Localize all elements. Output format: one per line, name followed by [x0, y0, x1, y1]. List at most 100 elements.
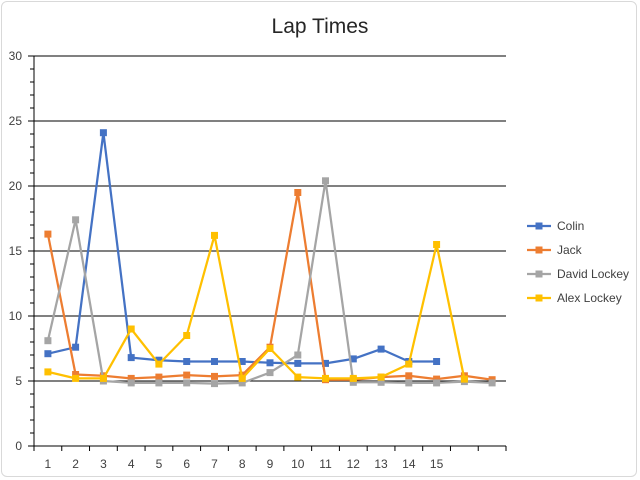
data-point [211, 380, 218, 388]
legend-marker [535, 246, 543, 254]
chart-title: Lap Times [272, 15, 369, 38]
legend-marker [535, 294, 543, 302]
data-point [322, 359, 329, 367]
x-tick-label: 1 [45, 457, 52, 471]
data-point [127, 325, 135, 333]
data-point [155, 379, 163, 387]
data-point [294, 373, 302, 381]
y-tick-label: 5 [15, 374, 22, 388]
data-point [238, 358, 246, 365]
data-point [294, 351, 302, 359]
data-point [405, 360, 413, 368]
gridlines [34, 55, 506, 382]
data-point [72, 374, 80, 382]
legend-label: David Lockey [557, 267, 629, 281]
x-tick-label: 15 [430, 457, 444, 471]
data-point [211, 358, 218, 365]
x-tick-label: 6 [183, 457, 190, 471]
data-point [183, 371, 191, 379]
data-point [211, 231, 218, 239]
legend-marker [535, 270, 543, 278]
legend-item: Alex Lockey [527, 291, 622, 305]
series-line [47, 131, 437, 365]
data-point [322, 177, 329, 185]
data-point [488, 379, 496, 387]
data-point [155, 356, 163, 364]
legend-item: Colin [527, 219, 584, 233]
legend-label: Jack [557, 243, 583, 257]
data-point [127, 379, 135, 387]
x-axis: 1 2 3 4 5 6 7 8 9 10 11 12 13 14 15 [33, 445, 507, 471]
data-point [266, 369, 274, 377]
data-point [377, 345, 385, 353]
legend-label: Colin [557, 219, 584, 233]
x-tick-label: 8 [239, 457, 246, 471]
y-tick-label: 10 [9, 309, 23, 323]
data-point [72, 371, 80, 378]
data-point [294, 189, 302, 196]
x-tick-label: 10 [291, 457, 305, 471]
x-tick-label: 3 [100, 457, 107, 471]
data-point [183, 379, 191, 387]
data-point [266, 359, 274, 367]
data-point [377, 373, 385, 381]
series-david-lockey [44, 177, 496, 388]
data-point [349, 374, 357, 382]
data-point [44, 337, 52, 345]
x-tick-label: 9 [267, 457, 274, 471]
x-tick-label: 13 [374, 457, 388, 471]
legend-item: Jack [527, 243, 583, 257]
data-point [155, 373, 163, 381]
data-point [183, 358, 191, 365]
y-tick-label: 30 [9, 49, 23, 63]
series-alex-lockey [44, 231, 468, 383]
data-point [238, 374, 246, 382]
series-colin [44, 129, 441, 367]
data-point [460, 375, 468, 383]
data-point [99, 129, 107, 137]
series-line [46, 179, 493, 385]
data-point [322, 374, 329, 382]
data-point [211, 372, 218, 380]
y-tick-label: 25 [9, 114, 23, 128]
data-point [127, 374, 135, 382]
data-point [72, 343, 80, 351]
data-point [405, 372, 413, 380]
data-point [433, 375, 441, 383]
data-point [433, 241, 441, 248]
x-tick-label: 12 [347, 457, 361, 471]
x-tick-label: 11 [319, 457, 332, 471]
data-point [44, 230, 52, 238]
data-point [433, 379, 441, 387]
data-point [433, 358, 441, 365]
data-point [238, 379, 246, 387]
legend: Colin Jack David Lockey Alex Lockey [527, 219, 629, 305]
legend-marker [535, 222, 543, 230]
legend-item: David Lockey [527, 267, 629, 281]
y-tick-label: 0 [15, 439, 22, 453]
y-axis: 0 5 10 15 20 25 30 [9, 49, 35, 453]
data-point [44, 368, 52, 376]
data-point [127, 354, 135, 362]
x-tick-label: 14 [402, 457, 416, 471]
data-point [155, 360, 163, 368]
data-point [294, 359, 302, 367]
x-tick-label: 2 [72, 457, 79, 471]
legend-label: Alex Lockey [557, 291, 622, 305]
data-point [44, 350, 52, 358]
data-point [377, 378, 385, 386]
x-tick-label: 4 [128, 457, 135, 471]
data-point [99, 374, 107, 382]
data-point [405, 379, 413, 387]
data-point [349, 355, 357, 363]
x-tick-label: 7 [211, 457, 218, 471]
data-point [349, 378, 357, 386]
series-line [47, 234, 466, 380]
data-point [266, 345, 274, 352]
series-lines [44, 129, 496, 388]
data-point [72, 216, 80, 224]
y-tick-label: 15 [9, 244, 23, 258]
data-point [183, 332, 191, 339]
